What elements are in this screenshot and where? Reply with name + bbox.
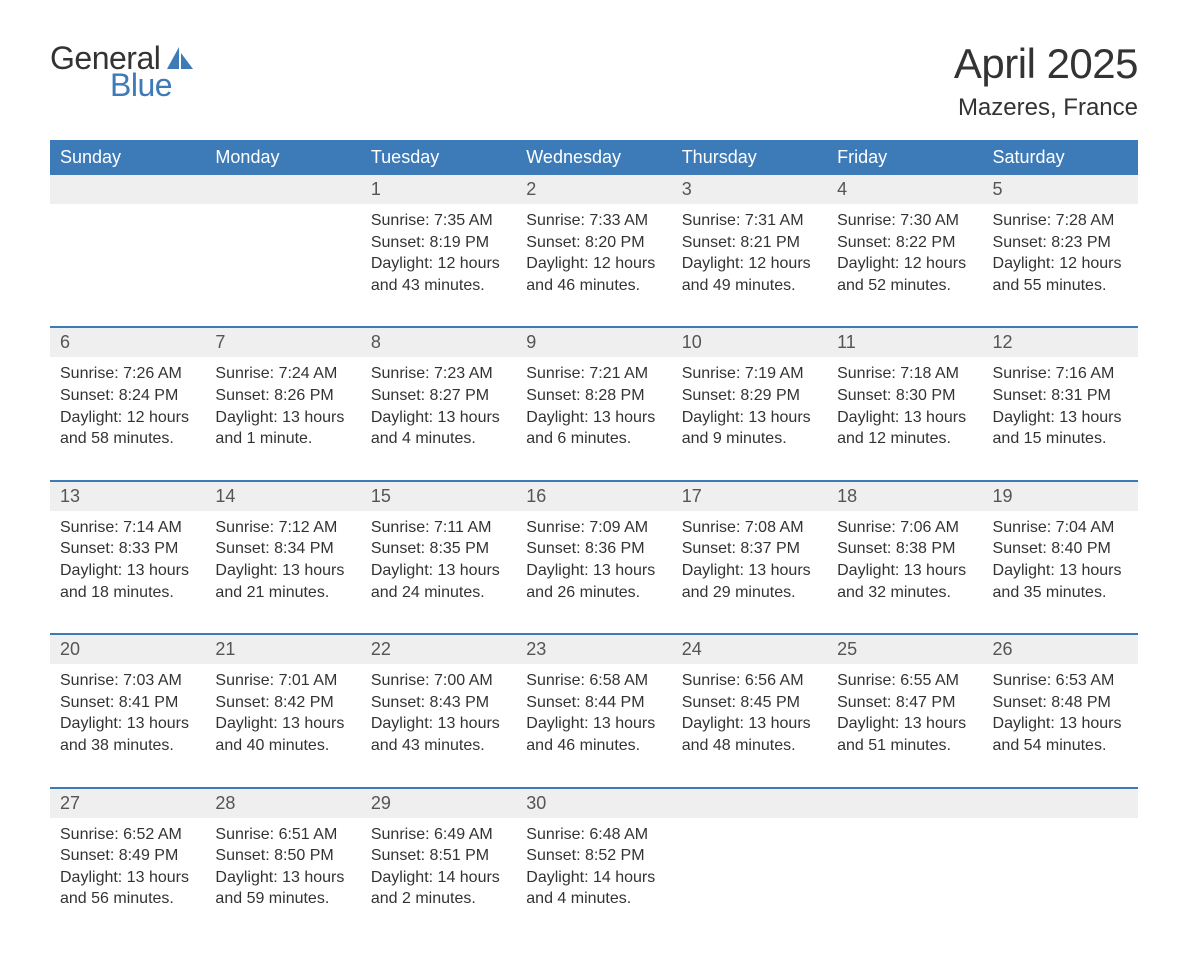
day-cell	[672, 818, 827, 928]
day-cell: Sunrise: 6:53 AMSunset: 8:48 PMDaylight:…	[983, 664, 1138, 787]
week-1-content: Sunrise: 7:35 AMSunset: 8:19 PMDaylight:…	[50, 204, 1138, 327]
day-cell: Sunrise: 7:09 AMSunset: 8:36 PMDaylight:…	[516, 511, 671, 634]
day-cell: Sunrise: 7:35 AMSunset: 8:19 PMDaylight:…	[361, 204, 516, 327]
day-number	[205, 175, 360, 204]
day-number: 25	[827, 634, 982, 664]
day-number: 9	[516, 327, 671, 357]
dayname-tuesday: Tuesday	[361, 140, 516, 175]
day-cell: Sunrise: 7:28 AMSunset: 8:23 PMDaylight:…	[983, 204, 1138, 327]
day-number: 2	[516, 175, 671, 204]
day-cell: Sunrise: 7:31 AMSunset: 8:21 PMDaylight:…	[672, 204, 827, 327]
day-number: 13	[50, 481, 205, 511]
dayname-monday: Monday	[205, 140, 360, 175]
day-number	[983, 788, 1138, 818]
day-number: 10	[672, 327, 827, 357]
day-number: 3	[672, 175, 827, 204]
calendar-body: 1 2 3 4 5 Sunrise: 7:35 AMSunset: 8:19 P…	[50, 175, 1138, 928]
dayname-thursday: Thursday	[672, 140, 827, 175]
day-cell: Sunrise: 7:03 AMSunset: 8:41 PMDaylight:…	[50, 664, 205, 787]
week-3-content: Sunrise: 7:14 AMSunset: 8:33 PMDaylight:…	[50, 511, 1138, 634]
day-number: 8	[361, 327, 516, 357]
day-number: 27	[50, 788, 205, 818]
day-number	[827, 788, 982, 818]
day-cell: Sunrise: 7:06 AMSunset: 8:38 PMDaylight:…	[827, 511, 982, 634]
day-number: 5	[983, 175, 1138, 204]
week-2-content: Sunrise: 7:26 AMSunset: 8:24 PMDaylight:…	[50, 357, 1138, 480]
dayname-saturday: Saturday	[983, 140, 1138, 175]
location: Mazeres, France	[954, 94, 1138, 122]
day-number: 11	[827, 327, 982, 357]
day-cell	[983, 818, 1138, 928]
day-cell: Sunrise: 6:58 AMSunset: 8:44 PMDaylight:…	[516, 664, 671, 787]
day-number: 23	[516, 634, 671, 664]
day-cell: Sunrise: 7:00 AMSunset: 8:43 PMDaylight:…	[361, 664, 516, 787]
calendar-table: Sunday Monday Tuesday Wednesday Thursday…	[50, 140, 1138, 928]
day-cell: Sunrise: 7:18 AMSunset: 8:30 PMDaylight:…	[827, 357, 982, 480]
day-cell: Sunrise: 7:21 AMSunset: 8:28 PMDaylight:…	[516, 357, 671, 480]
day-number: 16	[516, 481, 671, 511]
dayname-wednesday: Wednesday	[516, 140, 671, 175]
week-3-nums: 13 14 15 16 17 18 19	[50, 481, 1138, 511]
day-cell: Sunrise: 7:14 AMSunset: 8:33 PMDaylight:…	[50, 511, 205, 634]
day-cell	[50, 204, 205, 327]
day-number: 1	[361, 175, 516, 204]
day-number: 19	[983, 481, 1138, 511]
day-number	[50, 175, 205, 204]
day-cell: Sunrise: 6:51 AMSunset: 8:50 PMDaylight:…	[205, 818, 360, 928]
header: General Blue April 2025 Mazeres, France	[50, 40, 1138, 122]
day-number: 7	[205, 327, 360, 357]
day-number: 6	[50, 327, 205, 357]
day-cell: Sunrise: 7:12 AMSunset: 8:34 PMDaylight:…	[205, 511, 360, 634]
day-number: 30	[516, 788, 671, 818]
day-cell: Sunrise: 7:30 AMSunset: 8:22 PMDaylight:…	[827, 204, 982, 327]
day-cell: Sunrise: 7:23 AMSunset: 8:27 PMDaylight:…	[361, 357, 516, 480]
day-cell: Sunrise: 6:49 AMSunset: 8:51 PMDaylight:…	[361, 818, 516, 928]
week-2-nums: 6 7 8 9 10 11 12	[50, 327, 1138, 357]
week-1-nums: 1 2 3 4 5	[50, 175, 1138, 204]
day-number: 18	[827, 481, 982, 511]
day-cell: Sunrise: 7:04 AMSunset: 8:40 PMDaylight:…	[983, 511, 1138, 634]
day-number: 21	[205, 634, 360, 664]
day-cell: Sunrise: 6:55 AMSunset: 8:47 PMDaylight:…	[827, 664, 982, 787]
day-cell: Sunrise: 6:52 AMSunset: 8:49 PMDaylight:…	[50, 818, 205, 928]
day-cell	[205, 204, 360, 327]
week-5-nums: 27 28 29 30	[50, 788, 1138, 818]
day-number: 22	[361, 634, 516, 664]
month-title: April 2025	[954, 40, 1138, 88]
day-cell: Sunrise: 7:16 AMSunset: 8:31 PMDaylight:…	[983, 357, 1138, 480]
day-cell: Sunrise: 6:56 AMSunset: 8:45 PMDaylight:…	[672, 664, 827, 787]
day-number	[672, 788, 827, 818]
day-number: 20	[50, 634, 205, 664]
day-cell: Sunrise: 7:11 AMSunset: 8:35 PMDaylight:…	[361, 511, 516, 634]
title-block: April 2025 Mazeres, France	[954, 40, 1138, 122]
day-cell: Sunrise: 7:19 AMSunset: 8:29 PMDaylight:…	[672, 357, 827, 480]
day-number: 15	[361, 481, 516, 511]
week-4-nums: 20 21 22 23 24 25 26	[50, 634, 1138, 664]
dayname-row: Sunday Monday Tuesday Wednesday Thursday…	[50, 140, 1138, 175]
day-number: 4	[827, 175, 982, 204]
day-number: 12	[983, 327, 1138, 357]
day-cell: Sunrise: 7:24 AMSunset: 8:26 PMDaylight:…	[205, 357, 360, 480]
day-number: 28	[205, 788, 360, 818]
week-4-content: Sunrise: 7:03 AMSunset: 8:41 PMDaylight:…	[50, 664, 1138, 787]
week-5-content: Sunrise: 6:52 AMSunset: 8:49 PMDaylight:…	[50, 818, 1138, 928]
day-number: 14	[205, 481, 360, 511]
day-number: 17	[672, 481, 827, 511]
day-cell: Sunrise: 6:48 AMSunset: 8:52 PMDaylight:…	[516, 818, 671, 928]
day-number: 26	[983, 634, 1138, 664]
logo: General Blue	[50, 40, 195, 104]
day-cell	[827, 818, 982, 928]
dayname-sunday: Sunday	[50, 140, 205, 175]
day-cell: Sunrise: 7:08 AMSunset: 8:37 PMDaylight:…	[672, 511, 827, 634]
day-cell: Sunrise: 7:26 AMSunset: 8:24 PMDaylight:…	[50, 357, 205, 480]
day-number: 29	[361, 788, 516, 818]
day-cell: Sunrise: 7:01 AMSunset: 8:42 PMDaylight:…	[205, 664, 360, 787]
day-cell: Sunrise: 7:33 AMSunset: 8:20 PMDaylight:…	[516, 204, 671, 327]
day-number: 24	[672, 634, 827, 664]
dayname-friday: Friday	[827, 140, 982, 175]
